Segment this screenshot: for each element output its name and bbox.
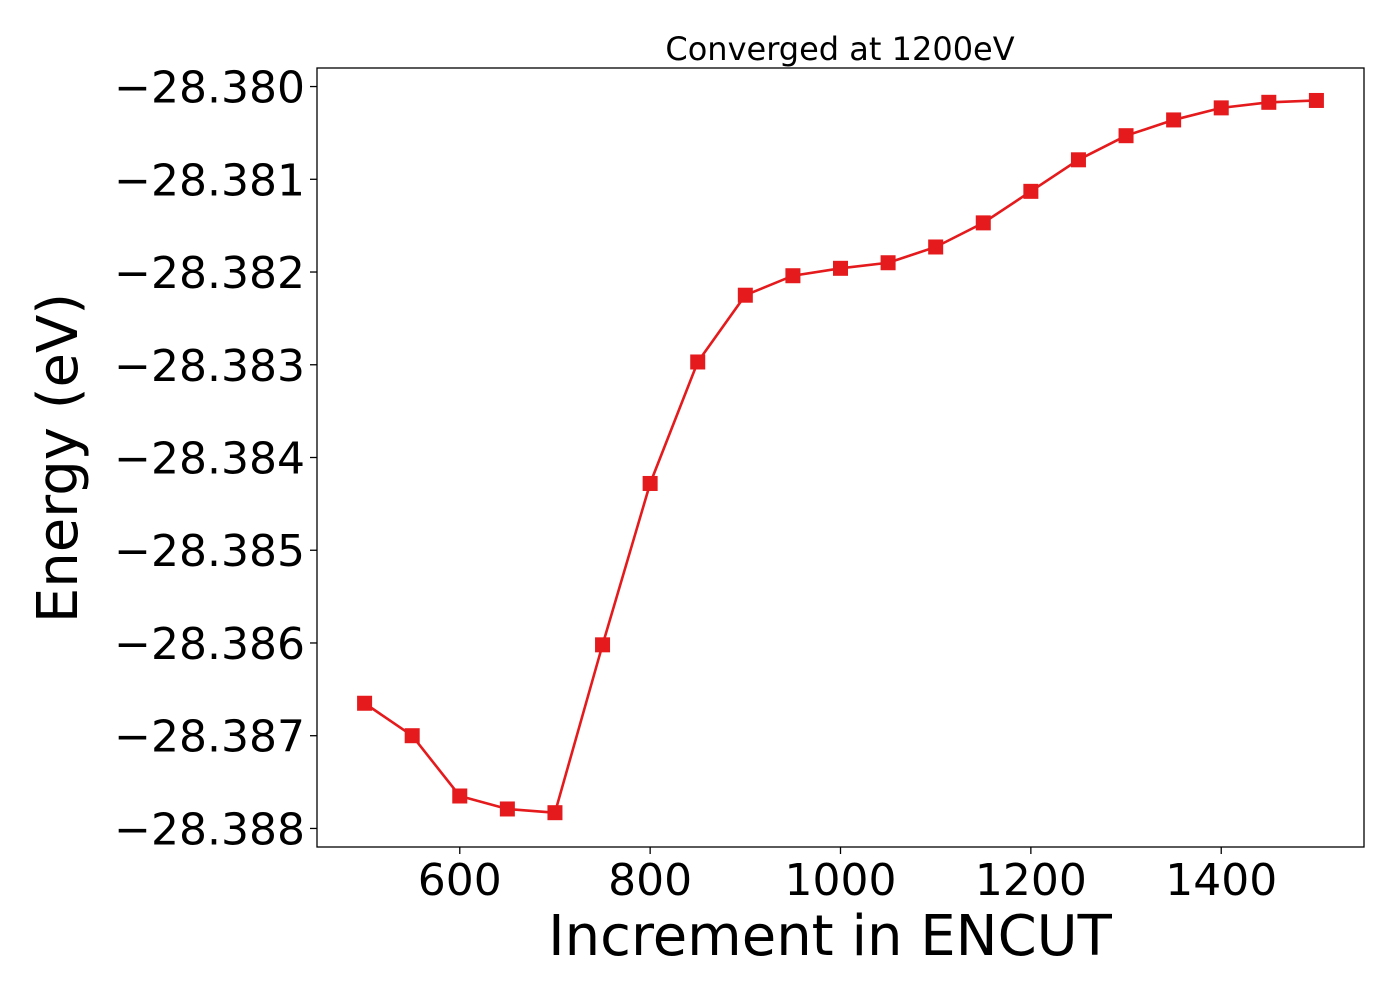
data-point: [595, 637, 611, 653]
data-point: [880, 255, 896, 271]
data-point: [357, 695, 373, 711]
data-point: [737, 287, 753, 303]
x-tick-label: 600: [418, 855, 502, 906]
y-tick-label: −28.382: [114, 248, 305, 299]
y-axis-ticks: −28.380 −28.381 −28.382 −28.383 −28.384 −28.3…: [114, 63, 317, 855]
data-point: [1070, 152, 1086, 168]
y-tick-label: −28.388: [114, 804, 305, 855]
x-tick-label: 1400: [1165, 855, 1277, 906]
y-tick-label: −28.383: [114, 341, 305, 392]
data-point: [1023, 183, 1039, 199]
y-axis-label: Energy (eV): [26, 293, 91, 623]
y-tick-label: −28.380: [114, 63, 305, 114]
x-axis-label: Increment in ENCUT: [548, 904, 1113, 969]
data-point: [452, 788, 468, 804]
data-point: [785, 268, 801, 284]
data-point: [499, 801, 515, 817]
x-tick-label: 1200: [975, 855, 1087, 906]
series-line: [363, 99, 1317, 815]
data-point: [1308, 92, 1324, 108]
data-point: [1166, 112, 1182, 128]
data-point: [1261, 94, 1277, 110]
plot-area: [316, 67, 1365, 848]
x-tick-label: 1000: [785, 855, 897, 906]
data-point: [547, 805, 563, 821]
data-point: [975, 215, 991, 231]
data-point: [690, 354, 706, 370]
chart-title: Converged at 1200eV: [665, 30, 1014, 68]
data-point: [1213, 100, 1229, 116]
data-point: [928, 239, 944, 255]
y-tick-label: −28.385: [114, 526, 305, 577]
data-point: [833, 260, 848, 276]
y-tick-label: −28.384: [114, 434, 305, 485]
series-layer: [357, 92, 1324, 821]
data-point: [404, 728, 420, 744]
x-axis-ticks: 600 800 1000 1200 1400: [418, 847, 1277, 906]
data-point: [1118, 128, 1134, 144]
y-tick-label: −28.381: [114, 155, 305, 206]
x-tick-label: 800: [608, 855, 692, 906]
data-point: [642, 475, 658, 491]
y-tick-label: −28.386: [114, 619, 305, 670]
y-tick-label: −28.387: [114, 712, 305, 763]
